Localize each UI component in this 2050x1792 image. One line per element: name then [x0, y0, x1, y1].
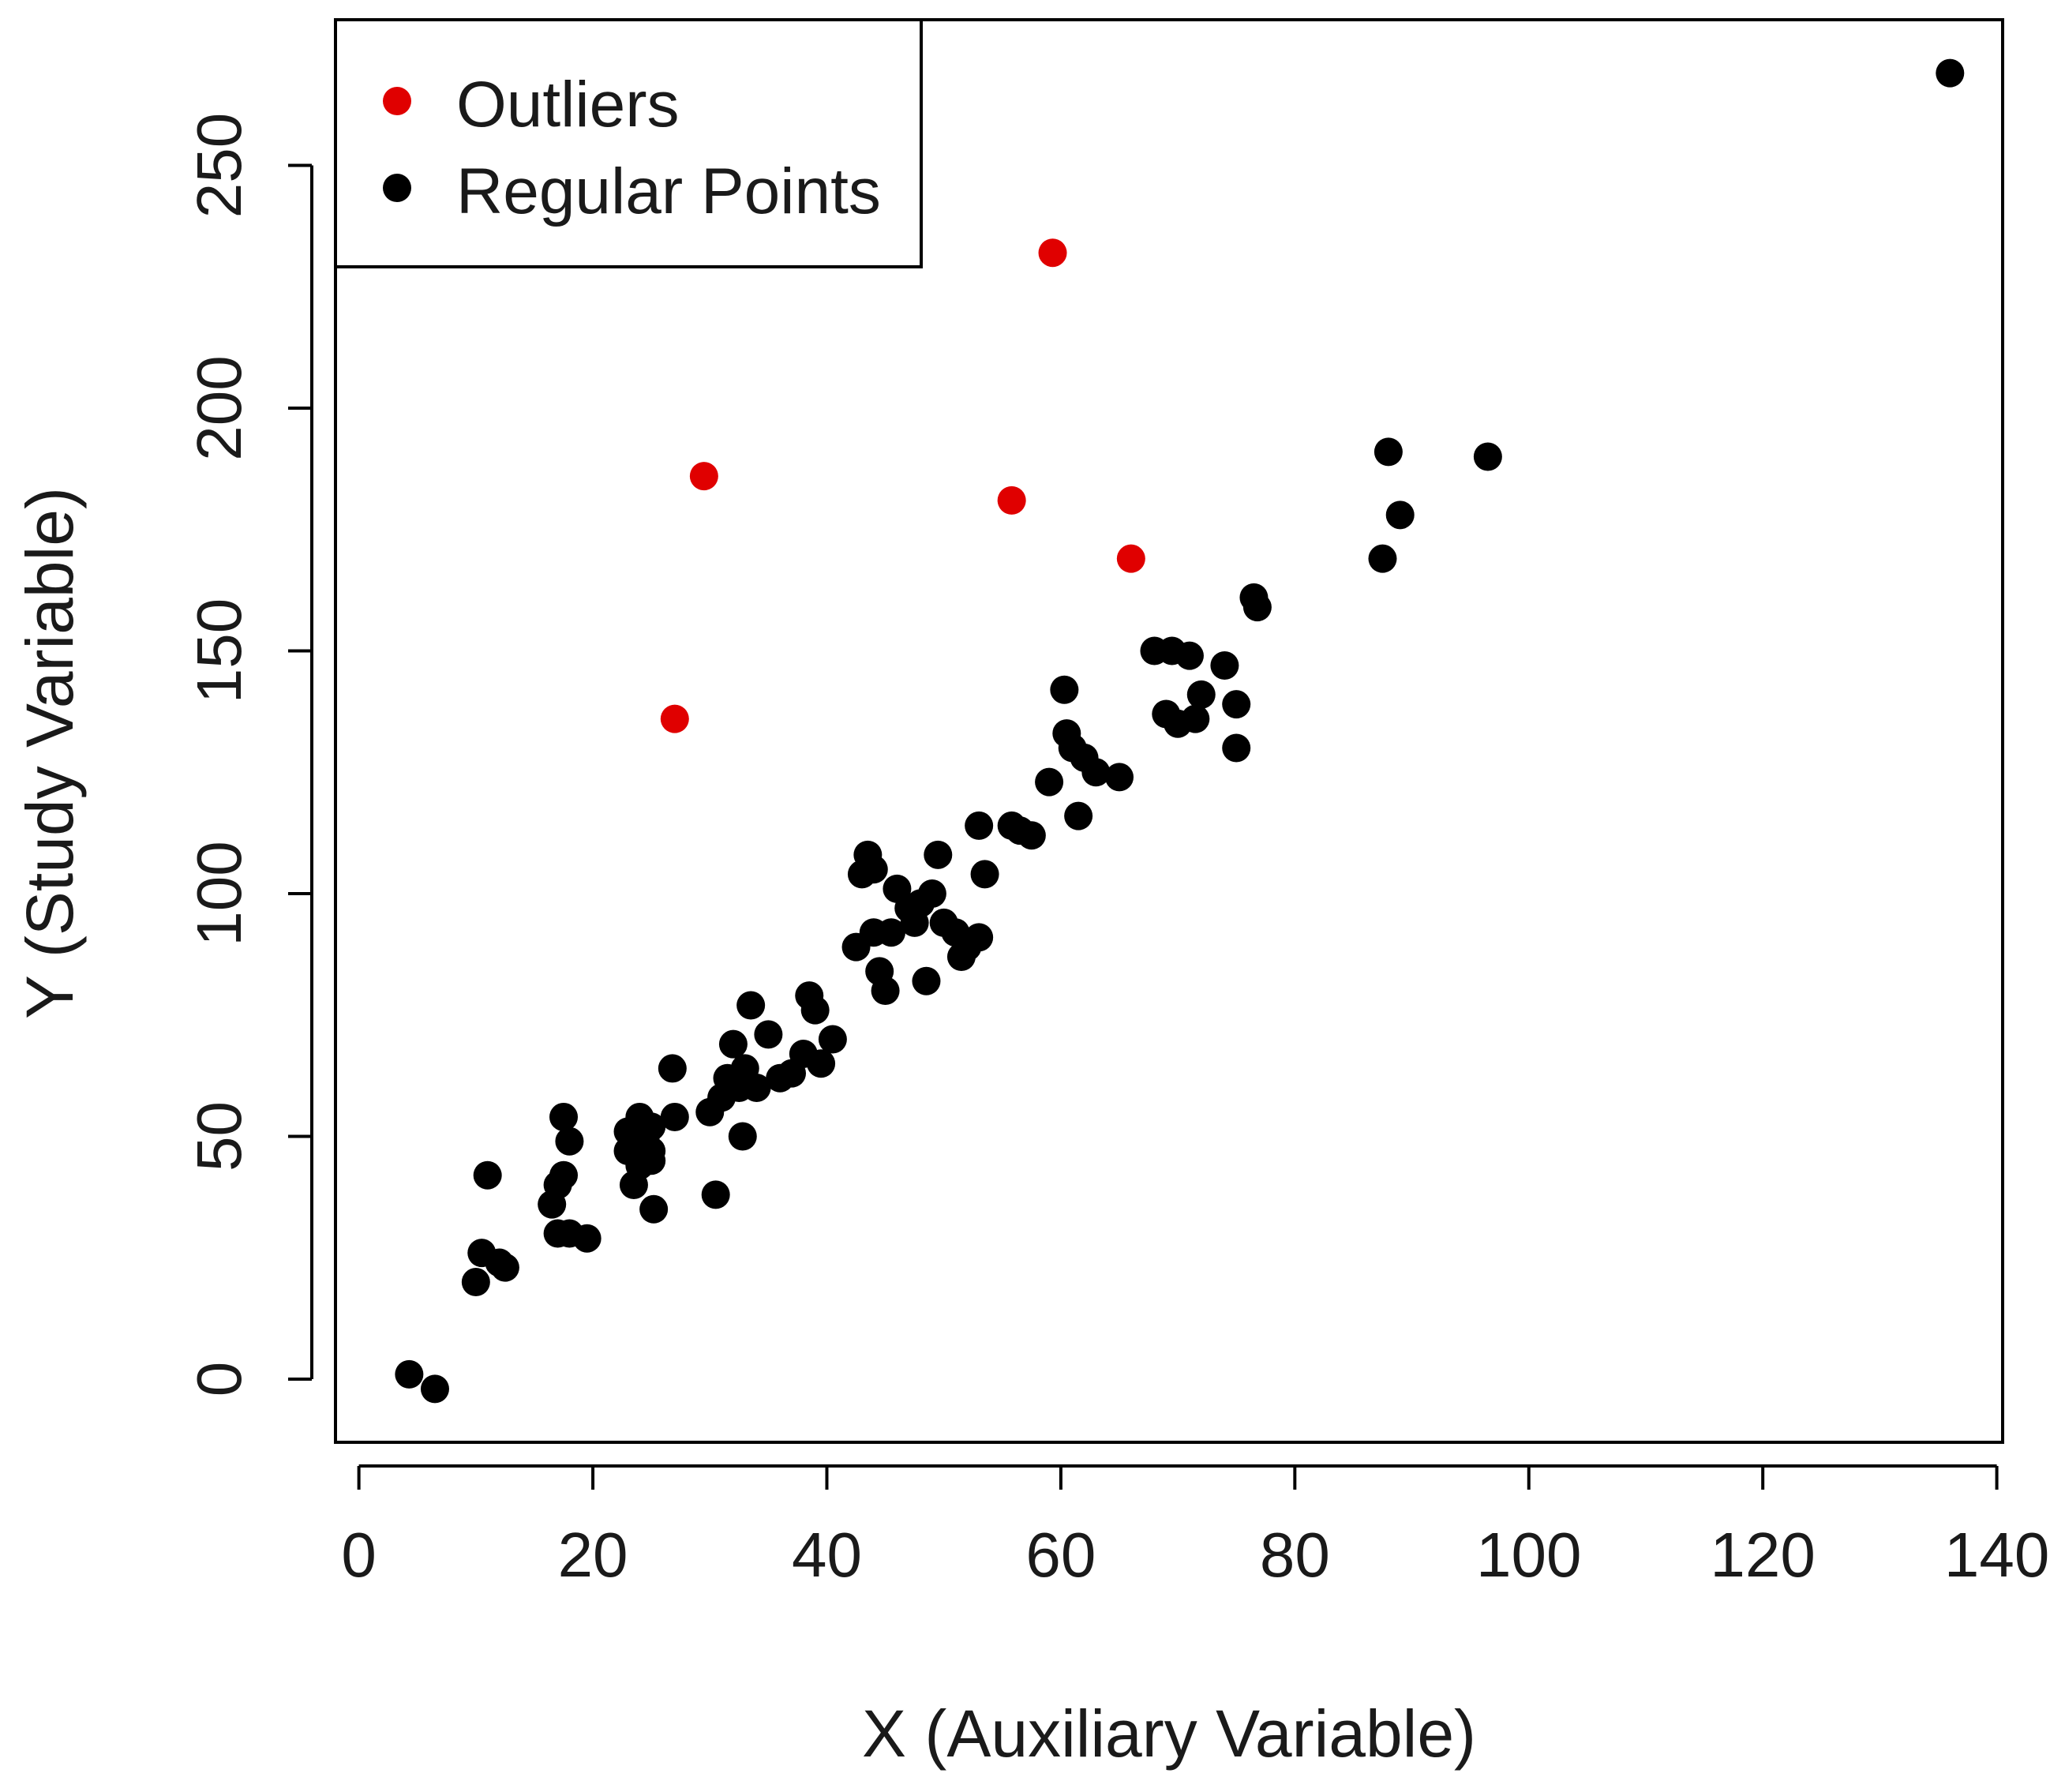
regular-point — [818, 1025, 847, 1054]
data-points — [395, 58, 1965, 1404]
regular-point — [871, 977, 900, 1006]
x-tick-label: 80 — [1260, 1520, 1330, 1590]
regular-point — [970, 860, 999, 889]
x-tick-label: 140 — [1944, 1520, 2049, 1590]
regular-point — [473, 1160, 502, 1190]
legend-label-regular-points: Regular Points — [456, 156, 881, 227]
y-tick-label: 50 — [184, 1101, 254, 1172]
regular-point — [549, 1160, 579, 1190]
regular-point — [572, 1224, 602, 1253]
regular-point — [395, 1359, 424, 1389]
x-axis-title: X (Auxiliary Variable) — [862, 1696, 1476, 1771]
regular-point — [549, 1102, 579, 1131]
y-tick-label: 0 — [184, 1362, 254, 1397]
outlier-point — [689, 462, 718, 491]
regular-point — [965, 923, 994, 952]
regular-point — [639, 1194, 669, 1224]
regular-point — [420, 1374, 449, 1404]
regular-point — [1368, 544, 1397, 573]
regular-point — [1242, 593, 1272, 622]
outlier-point — [997, 485, 1026, 515]
regular-point — [1064, 801, 1093, 830]
regular-point — [736, 991, 766, 1020]
regular-point — [701, 1180, 730, 1209]
regular-point — [754, 1020, 783, 1049]
y-axis: 0 50 100 150 200 250 — [184, 113, 313, 1397]
legend: Outliers Regular Points — [334, 18, 923, 268]
regular-point — [917, 879, 946, 909]
regular-point — [555, 1127, 584, 1156]
regular-point — [728, 1122, 757, 1151]
outlier-point — [660, 704, 689, 733]
regular-point — [718, 1029, 748, 1059]
legend-label-outliers: Outliers — [456, 69, 680, 141]
regular-point — [1210, 650, 1239, 680]
outlier-point — [1116, 544, 1145, 573]
legend-box — [334, 18, 923, 268]
x-tick-label: 100 — [1476, 1520, 1581, 1590]
regular-point — [1222, 733, 1251, 763]
regular-point — [1374, 437, 1403, 467]
outlier-point — [1038, 238, 1067, 268]
regular-point — [877, 918, 905, 947]
regular-point — [637, 1112, 666, 1142]
regular-point — [965, 811, 994, 840]
y-axis-title: Y (Study Variable) — [13, 487, 87, 1019]
regular-point — [800, 995, 830, 1025]
regular-point — [859, 855, 888, 884]
legend-marker-outliers — [383, 87, 411, 115]
regular-point — [1105, 763, 1134, 792]
regular-point — [1035, 767, 1064, 797]
regular-point — [924, 840, 953, 869]
y-tick-label: 100 — [184, 841, 254, 946]
x-tick-label: 120 — [1710, 1520, 1815, 1590]
regular-point — [1175, 641, 1204, 670]
regular-point — [1186, 680, 1216, 709]
x-tick-label: 0 — [341, 1520, 377, 1590]
x-tick-label: 60 — [1025, 1520, 1096, 1590]
regular-point — [742, 1074, 771, 1103]
x-tick-label: 40 — [792, 1520, 862, 1590]
regular-point — [1936, 58, 1965, 88]
regular-point — [1050, 675, 1079, 704]
regular-point — [912, 966, 941, 995]
legend-marker-regular-points — [383, 174, 411, 202]
regular-point — [658, 1054, 687, 1083]
x-tick-label: 20 — [558, 1520, 628, 1590]
regular-point — [1017, 821, 1046, 850]
regular-point — [637, 1146, 666, 1175]
regular-point — [1081, 758, 1111, 787]
regular-point — [1222, 690, 1251, 719]
y-tick-label: 250 — [184, 113, 254, 218]
regular-point — [660, 1102, 689, 1131]
regular-point — [1181, 704, 1210, 733]
regular-point — [490, 1253, 519, 1282]
plot-frame — [334, 18, 2004, 1444]
x-axis: 0 20 40 60 80 100 120 140 — [341, 1464, 2049, 1590]
regular-point — [1385, 500, 1415, 530]
y-tick-label: 200 — [184, 355, 254, 460]
regular-point — [1473, 442, 1502, 471]
regular-point — [807, 1049, 836, 1078]
regular-point — [461, 1268, 490, 1297]
y-tick-label: 150 — [184, 598, 254, 703]
